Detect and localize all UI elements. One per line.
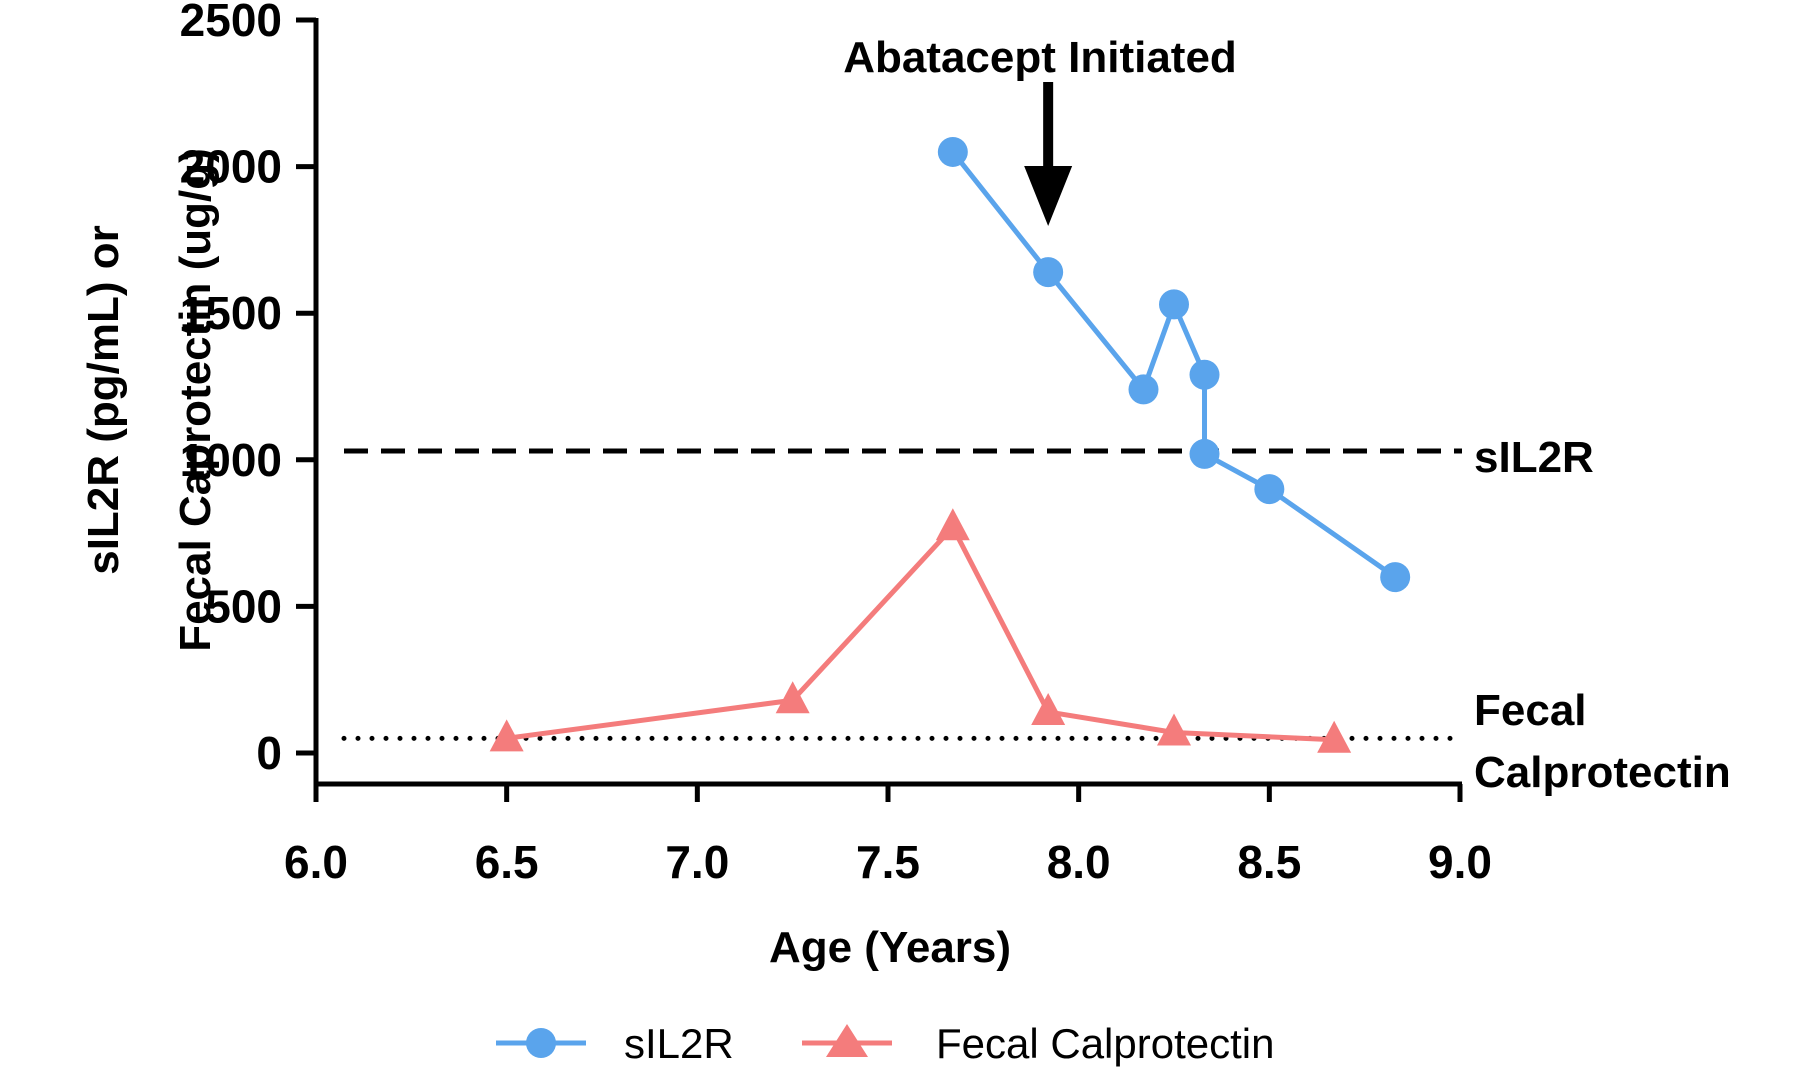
x-tick-label: 9.0 — [1428, 836, 1492, 888]
data-point — [937, 136, 968, 167]
ref-label-fecal-line-2: Calprotectin — [1474, 748, 1731, 797]
legend: sIL2R Fecal Calprotectin — [496, 1020, 1274, 1067]
data-point — [1189, 359, 1220, 390]
data-point — [935, 508, 970, 541]
data-point — [1380, 562, 1411, 593]
data-point — [1189, 438, 1220, 469]
series-line — [506, 524, 1335, 743]
x-tick-label: 8.0 — [1047, 836, 1111, 888]
y-tick-label: 2500 — [180, 0, 282, 46]
legend-fecal-marker — [826, 1024, 868, 1057]
series-line — [950, 150, 1397, 580]
data-point — [1128, 374, 1159, 405]
y-axis-title-line-1: sIL2R (pg/mL) or — [79, 225, 128, 575]
data-point — [1157, 713, 1191, 746]
x-tick-label: 7.5 — [856, 836, 920, 888]
x-tick-label: 8.5 — [1237, 836, 1301, 888]
ref-label-fecal-line-1: Fecal — [1474, 686, 1587, 735]
data-point — [1031, 692, 1066, 725]
data-point — [489, 719, 524, 752]
legend-fecal-label: Fecal Calprotectin — [936, 1020, 1274, 1067]
data-point — [1254, 474, 1285, 505]
data-point — [1317, 720, 1352, 753]
x-tick-label: 6.5 — [475, 836, 539, 888]
series-group — [489, 136, 1411, 753]
y-axis-title-line-2: Fecal Caprotectin (ug/g) — [171, 148, 220, 652]
data-point — [1033, 257, 1064, 288]
x-ticks: 6.0 6.5 7.0 7.5 8.0 8.5 9.0 — [284, 784, 1492, 888]
y-tick-label: 2000 — [180, 141, 282, 193]
y-tick-label: 0 — [256, 727, 282, 779]
legend-sil2r-marker — [526, 1028, 556, 1058]
annotation-arrow — [1024, 82, 1073, 226]
legend-sil2r-label: sIL2R — [624, 1020, 734, 1067]
arrow-head — [1024, 166, 1073, 226]
y-tick-label: 1000 — [180, 434, 282, 486]
data-point — [775, 681, 810, 714]
y-tick-label: 1500 — [180, 287, 282, 339]
x-axis-title: Age (Years) — [769, 923, 1011, 972]
x-tick-label: 7.0 — [665, 836, 729, 888]
y-tick-label: 500 — [205, 580, 282, 632]
x-tick-label: 6.0 — [284, 836, 348, 888]
data-point — [1159, 289, 1189, 320]
y-ticks: 0 500 1000 1500 2000 2500 — [180, 0, 316, 779]
ref-label-sil2r: sIL2R — [1474, 433, 1594, 482]
annotation-abatacept: Abatacept Initiated — [843, 33, 1237, 82]
reference-lines — [341, 448, 1465, 741]
